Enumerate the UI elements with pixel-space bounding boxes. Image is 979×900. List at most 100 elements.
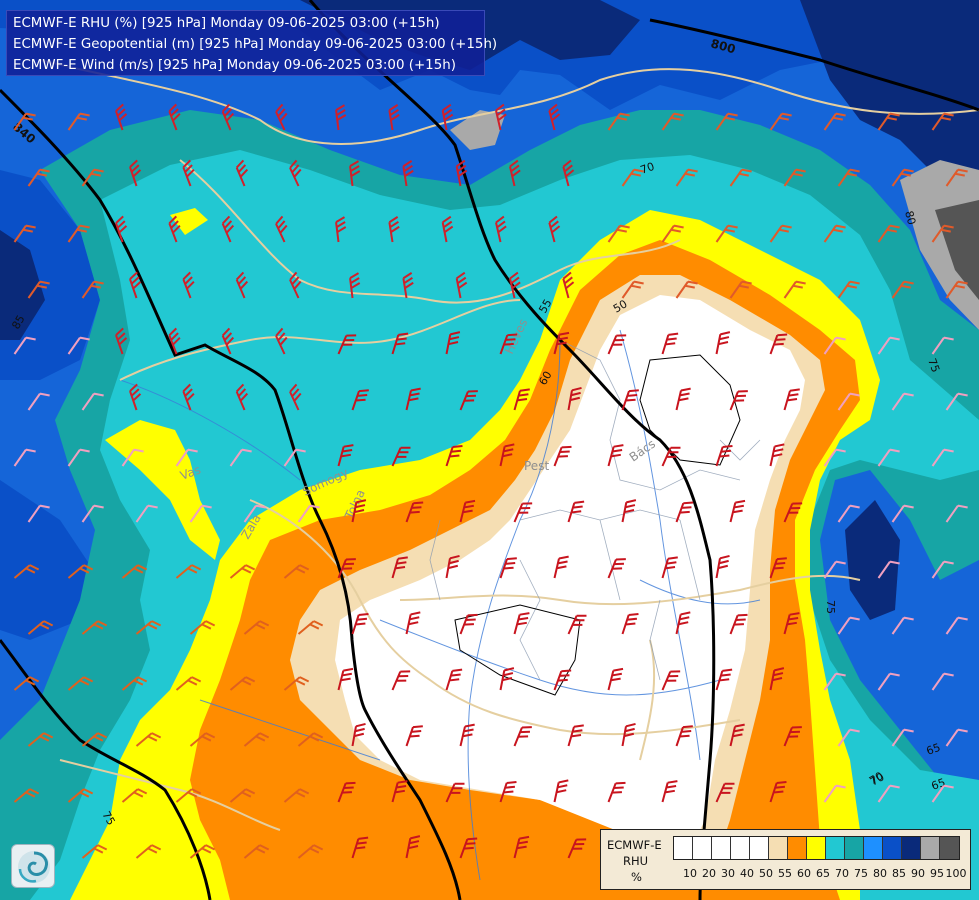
wind-barb <box>67 336 90 355</box>
wind-barb <box>675 725 693 747</box>
legend-swatch <box>674 837 693 859</box>
wind-barb <box>945 616 968 635</box>
legend-variable: RHU <box>623 854 649 868</box>
wind-barb <box>189 620 216 635</box>
wind-barb <box>13 336 36 355</box>
wind-barb <box>837 504 860 523</box>
wind-barb <box>441 103 454 131</box>
wind-barb <box>391 446 411 467</box>
wind-barb <box>621 612 639 635</box>
wind-barb <box>67 224 90 243</box>
legend-swatch <box>883 837 902 859</box>
wind-barb <box>235 271 249 299</box>
wind-barb <box>27 620 54 635</box>
legend-tick-label: 90 <box>911 867 925 880</box>
wind-barb <box>783 502 803 523</box>
wind-barb <box>459 390 478 411</box>
wind-barb <box>27 732 54 747</box>
wind-barb <box>455 271 468 299</box>
weather-service-logo <box>11 844 55 888</box>
wind-barb <box>67 448 90 467</box>
wind-barb <box>729 390 748 411</box>
wind-barb <box>81 732 108 747</box>
wind-barb <box>135 844 162 859</box>
wind-barb <box>337 334 357 355</box>
wind-barb <box>607 558 626 579</box>
legend-swatch <box>864 837 883 859</box>
wind-barb <box>81 844 108 859</box>
wind-barb <box>837 280 860 299</box>
max-contours <box>454 354 741 696</box>
wind-barb <box>402 272 414 299</box>
wind-barb <box>121 448 144 467</box>
wind-barb <box>168 215 181 243</box>
wind-barb <box>351 612 369 635</box>
wind-barb <box>877 448 900 467</box>
wind-barb <box>441 215 454 243</box>
wind-barb <box>499 557 517 579</box>
wind-barb <box>562 271 575 299</box>
wind-barb <box>729 723 745 747</box>
wind-barb <box>621 499 637 523</box>
wind-barb <box>351 722 366 747</box>
wind-barb <box>945 168 968 187</box>
wind-barb <box>349 272 361 299</box>
wind-barb <box>13 564 40 579</box>
wind-barb <box>13 788 40 803</box>
wind-barb <box>553 445 572 467</box>
legend-unit: % <box>631 870 642 884</box>
wind-barb <box>168 327 181 355</box>
field-65-blob-nw <box>170 208 208 235</box>
wind-barb <box>823 560 846 579</box>
wind-barb <box>783 168 806 187</box>
wind-barb <box>121 788 148 803</box>
wind-barb <box>297 504 320 523</box>
wind-barb <box>715 331 731 355</box>
wind-barb <box>289 383 302 411</box>
wind-barb <box>283 676 310 691</box>
wind-barb <box>877 672 900 691</box>
legend-swatch <box>845 837 864 859</box>
wind-barb <box>931 112 954 131</box>
wind-barb <box>931 672 954 691</box>
wind-barb <box>553 331 570 355</box>
contour-label: 800 <box>709 36 737 56</box>
map-title-box: ECMWF-E RHU (%) [925 hPa] Monday 09-06-2… <box>6 10 497 76</box>
wind-barb <box>405 501 424 523</box>
wind-barb <box>229 448 252 467</box>
legend-tick-label: 30 <box>721 867 735 880</box>
wind-barb <box>513 388 530 411</box>
wind-barb <box>175 676 202 691</box>
wind-barb <box>229 676 256 691</box>
legend-tick-label: 100 <box>945 867 967 880</box>
wind-barb <box>837 168 860 187</box>
wind-barb <box>115 215 128 243</box>
wind-barb <box>931 448 954 467</box>
wind-barb <box>81 280 104 299</box>
wind-barb <box>715 112 738 131</box>
wind-barb <box>675 501 694 523</box>
wind-barb <box>553 669 572 691</box>
wind-barb <box>945 504 968 523</box>
wind-barb <box>891 168 914 187</box>
wind-barb <box>129 271 142 299</box>
wind-barb <box>445 782 465 803</box>
wind-barb <box>729 613 748 635</box>
wind-barb <box>661 224 684 243</box>
wind-barb <box>27 392 50 411</box>
contour-label: 50 <box>611 297 630 315</box>
wind-barb <box>337 444 354 467</box>
wind-barb <box>459 613 478 635</box>
wind-barb <box>129 383 142 411</box>
wind-barb <box>769 112 792 131</box>
wind-barb <box>769 667 785 691</box>
wind-barb <box>445 668 463 691</box>
wind-barb <box>607 334 627 355</box>
wind-barb <box>823 112 846 131</box>
wind-barb <box>621 168 644 187</box>
wind-barb <box>877 784 900 803</box>
wind-barb <box>499 443 515 467</box>
wind-barb <box>513 726 532 747</box>
wind-barb <box>189 844 216 859</box>
